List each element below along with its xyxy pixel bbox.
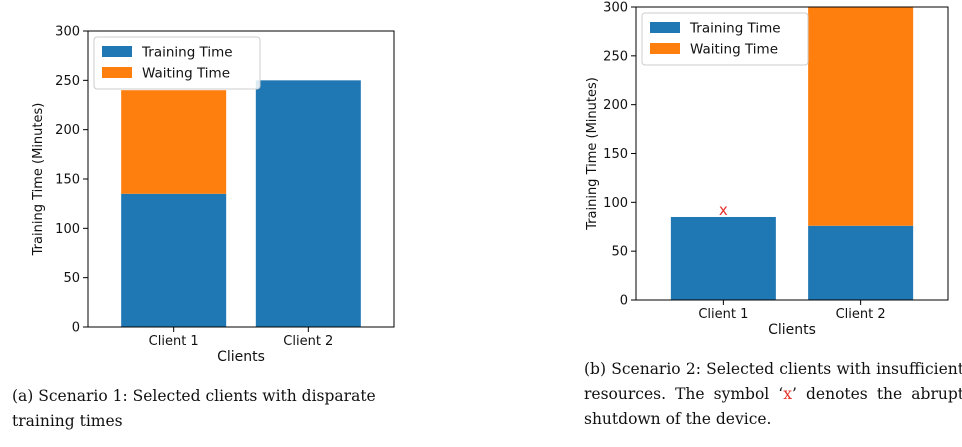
caption-b-text-1: (b) Scenario 2: Selected clients with in… [584,360,962,403]
x-axis-label: Clients [217,349,265,365]
legend-swatch-training-time [650,22,680,33]
y-tick-label: 0 [620,294,628,309]
figure-panel-a: 0 50 100 150 200 250 300 Client 1 Client 2 Client… [12,25,395,430]
x-tick-label: Client 1 [149,334,199,349]
y-tick-label: 100 [603,196,628,211]
caption-b-symbol: x [783,385,792,403]
caption-b-text-2: ’ denotes the abrupt shutdown of the dev… [584,385,962,428]
y-tick-label: 300 [603,1,628,16]
y-tick-label: 300 [55,25,80,40]
legend-swatch-waiting-time [102,67,132,78]
y-tick-label: 100 [55,222,80,237]
chart-b: x 0 50 100 150 200 250 300 Client 1 Client 2 Clien… [585,1,949,338]
y-axis-label: Training Time (Minutes) [31,103,46,257]
y-axis-label: Training Time (Minutes) [585,77,600,231]
bar-training-time-client-1 [670,216,776,300]
x-tick-label: Client 2 [283,334,333,349]
legend-swatch-training-time [102,46,132,57]
legend: Training Time Waiting Time [641,12,809,66]
caption-a: (a) Scenario 1: Selected clients with di… [12,387,376,430]
bar-training-time-client-1 [121,193,227,327]
legend-box [641,12,809,66]
bar-training-time-client-2 [255,80,361,327]
legend-swatch-waiting-time [650,43,680,54]
legend-label-waiting-time: Waiting Time [690,42,778,58]
x-tick-label: Client 1 [698,307,748,322]
y-tick-label: 250 [55,74,80,89]
y-tick-label: 150 [55,173,80,188]
shutdown-marker: x [719,201,728,219]
y-tick-label: 250 [603,49,628,64]
y-tick-label: 50 [611,245,628,260]
y-tick-label: 200 [603,98,628,113]
legend-label-training-time: Training Time [141,45,233,61]
legend: Training Time Waiting Time [93,36,261,90]
legend-box [93,36,261,90]
bar-waiting-time-client-2 [808,7,914,226]
legend-label-training-time: Training Time [689,21,781,37]
x-axis-label: Clients [768,322,816,338]
figure-panel-b: x 0 50 100 150 200 250 300 Client 1 Client 2 Clien… [481,0,962,447]
bar-waiting-time-client-1 [121,90,227,194]
y-tick-label: 150 [603,147,628,162]
y-tick-label: 200 [55,123,80,138]
x-tick-label: Client 2 [836,307,886,322]
legend-label-waiting-time: Waiting Time [142,66,230,82]
chart-a: 0 50 100 150 200 250 300 Client 1 Client 2 Client… [31,25,395,365]
caption-b: (b) Scenario 2: Selected clients with in… [584,357,962,432]
y-tick-label: 0 [72,321,80,336]
bar-training-time-client-2 [808,225,914,300]
y-tick-label: 50 [63,271,80,286]
